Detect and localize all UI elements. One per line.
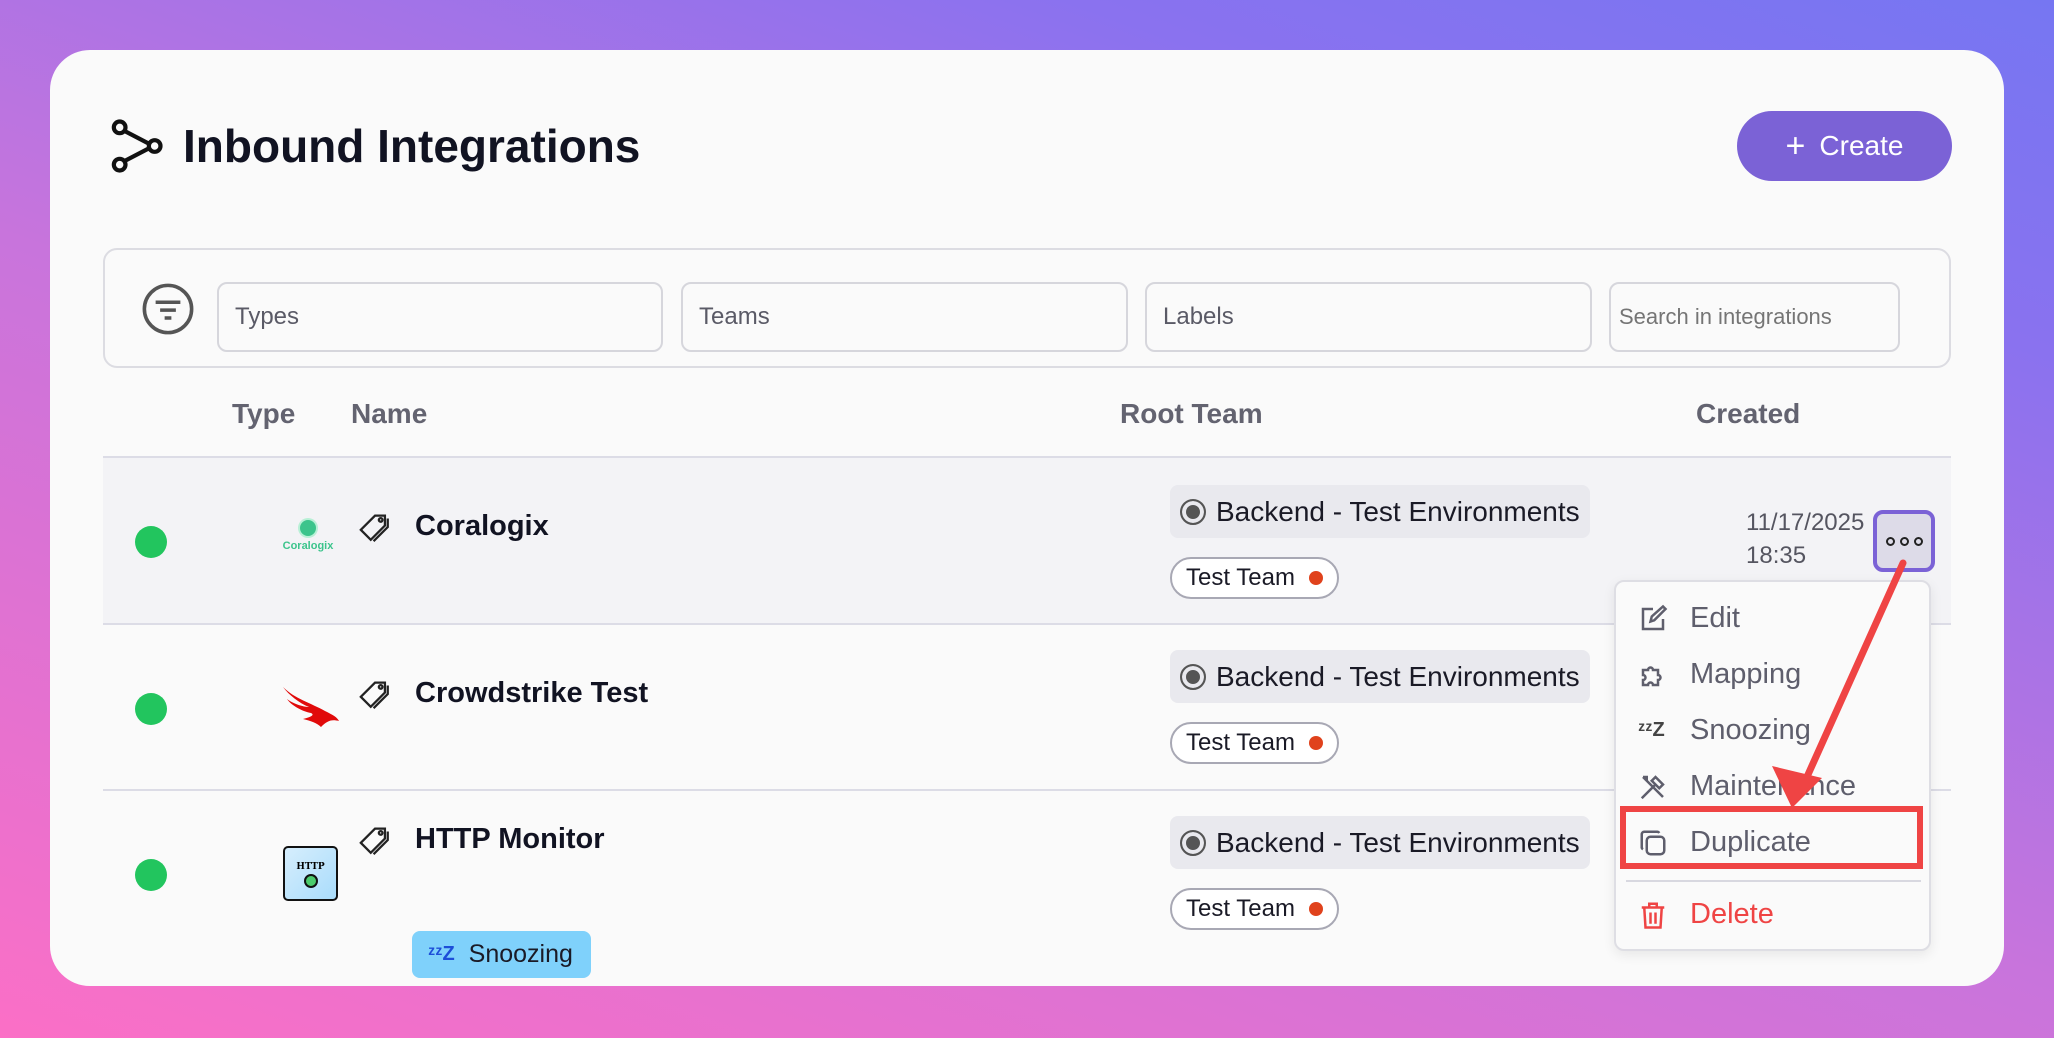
team-chip: Test Team: [1170, 557, 1339, 599]
column-header-type: Type: [232, 398, 296, 429]
root-team-label: Backend - Test Environments: [1216, 660, 1580, 692]
root-team-label: Backend - Test Environments: [1216, 495, 1580, 527]
column-header-name[interactable]: Name: [351, 398, 428, 429]
filter-bar: Types Teams Labels: [103, 248, 1951, 368]
menu-item-snoozing[interactable]: ᶻᶻZ Snoozing: [1638, 714, 1811, 746]
highlight-box: [1620, 806, 1923, 869]
menu-item-delete[interactable]: Delete: [1638, 898, 1774, 931]
integrations-icon: [111, 119, 163, 173]
menu-item-duplicate[interactable]: Duplicate: [1638, 826, 1811, 859]
column-header-root-team: Root Team: [1120, 398, 1263, 429]
team-status-dot: [1308, 571, 1323, 585]
labels-select[interactable]: Labels: [1145, 282, 1592, 352]
menu-divider: [1626, 880, 1921, 882]
integration-name[interactable]: HTTP Monitor: [415, 823, 605, 855]
teams-select[interactable]: Teams: [681, 282, 1128, 352]
column-header-created[interactable]: Created: [1696, 398, 1801, 429]
http-logo: HTTP: [283, 846, 338, 901]
types-select[interactable]: Types: [217, 282, 663, 352]
root-team-chip: Backend - Test Environments: [1170, 485, 1590, 538]
header-divider: [103, 456, 1951, 458]
team-status-dot: [1308, 902, 1323, 916]
integrations-card: Inbound Integrations + Create Types Teams…: [50, 50, 2004, 986]
team-icon: [1180, 498, 1206, 525]
menu-item-mapping[interactable]: Mapping: [1638, 658, 1801, 691]
puzzle-icon: [1641, 665, 1662, 686]
tools-icon: [1640, 774, 1665, 799]
team-label: Test Team: [1186, 564, 1295, 591]
snoozing-label: Snoozing: [468, 940, 573, 968]
coralogix-logo: Coralogix: [263, 520, 353, 552]
team-chip: Test Team: [1170, 722, 1339, 764]
team-icon: [1180, 829, 1206, 856]
table-row[interactable]: Crowdstrike Test Backend - Test Environm…: [103, 625, 1951, 791]
create-button[interactable]: + Create: [1737, 111, 1952, 181]
crowdstrike-logo: [283, 687, 339, 727]
tag-icon: [359, 514, 389, 542]
root-team-chip: Backend - Test Environments: [1170, 816, 1590, 869]
created-timestamp: 11/17/2025 18:35: [1746, 506, 1864, 572]
copy-icon: [1640, 829, 1666, 855]
tag-icon: [359, 827, 389, 855]
filter-icon[interactable]: [141, 282, 195, 336]
team-label: Test Team: [1186, 895, 1295, 922]
plus-icon: +: [1785, 126, 1806, 165]
status-active-dot: [135, 859, 167, 891]
more-actions-button[interactable]: [1873, 510, 1935, 572]
team-status-dot: [1308, 736, 1323, 750]
integration-name[interactable]: Crowdstrike Test: [415, 677, 649, 709]
actions-menu: Edit Mapping ᶻᶻZ Snoozing Maintenance Dup…: [1614, 580, 1931, 951]
create-label: Create: [1819, 130, 1904, 161]
root-team-label: Backend - Test Environments: [1216, 826, 1580, 858]
snoozing-badge: ᶻᶻZ Snoozing: [412, 931, 591, 978]
table-row[interactable]: HTTP HTTP Monitor Backend - Test Environ…: [103, 791, 1951, 961]
snooze-icon: ᶻᶻZ: [1638, 719, 1665, 741]
snooze-icon: ᶻᶻZ: [428, 943, 455, 965]
trash-icon: [1641, 902, 1665, 929]
team-chip: Test Team: [1170, 888, 1339, 930]
menu-item-maintenance[interactable]: Maintenance: [1638, 770, 1856, 803]
integration-name[interactable]: Coralogix: [415, 510, 549, 542]
created-time: 18:35: [1746, 542, 1807, 569]
root-team-chip: Backend - Test Environments: [1170, 650, 1590, 703]
search-input[interactable]: [1609, 282, 1900, 352]
status-active-dot: [135, 693, 167, 725]
status-active-dot: [135, 526, 167, 558]
created-date: 11/17/2025: [1746, 509, 1865, 536]
team-label: Test Team: [1186, 729, 1295, 756]
page-title: Inbound Integrations: [183, 120, 641, 172]
tag-icon: [359, 681, 389, 709]
menu-item-edit[interactable]: Edit: [1638, 602, 1740, 635]
team-icon: [1180, 663, 1206, 690]
edit-icon: [1641, 604, 1668, 630]
